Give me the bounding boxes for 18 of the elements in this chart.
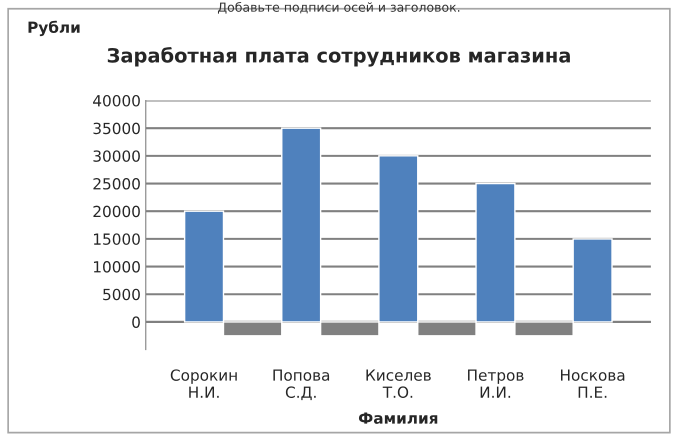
y-tick-label: 10000 — [94, 261, 140, 273]
x-tick-label: Сорокин Н.И. — [170, 369, 237, 398]
x-tick-label: Носкова П.Е. — [561, 370, 624, 398]
y-tick-label: 25000 — [93, 178, 140, 190]
y-tick-label: 0 — [132, 316, 140, 328]
y-tick-label: 40000 — [93, 94, 140, 107]
x-tick-label: Петров И.И. — [468, 370, 524, 398]
y-axis-title: Рубли — [28, 20, 80, 36]
text: Добавьте подписи осей и заголовок. — [218, 2, 460, 14]
y-tick-label: 30000 — [93, 150, 140, 162]
chart-title: Заработная плата сотрудников магазина — [108, 47, 570, 67]
x-axis-title: Фамилия — [358, 412, 438, 424]
y-tick-label: 20000 — [93, 206, 140, 218]
x-tick-label: Попова С.Д. — [273, 370, 330, 400]
y-tick-label: 35000 — [93, 122, 140, 134]
y-tick-label: 15000 — [94, 233, 140, 245]
y-tick-label: 5000 — [103, 288, 140, 300]
x-tick-label: Киселев Т.О. — [366, 370, 431, 398]
